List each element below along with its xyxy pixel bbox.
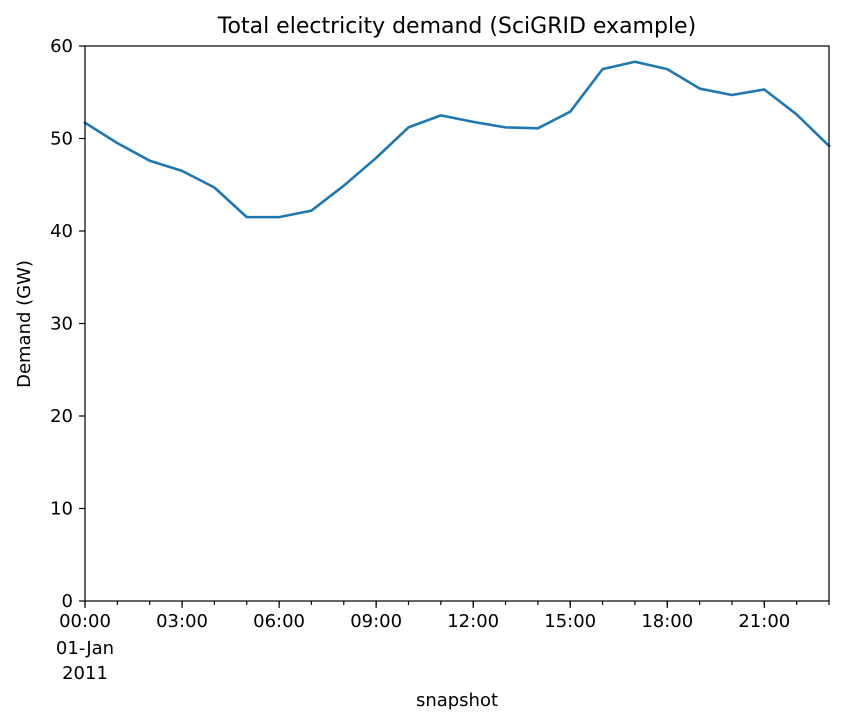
y-tick-label: 0 bbox=[62, 591, 73, 612]
x-tick-label: 12:00 bbox=[447, 611, 499, 632]
y-tick-label: 60 bbox=[50, 36, 73, 57]
y-tick-label: 10 bbox=[50, 499, 73, 520]
x-tick-label: 15:00 bbox=[544, 611, 596, 632]
y-tick-label: 40 bbox=[50, 221, 73, 242]
y-tick-label: 30 bbox=[50, 314, 73, 335]
y-axis-label: Demand (GW) bbox=[14, 260, 35, 388]
y-tick-label: 20 bbox=[50, 406, 73, 427]
y-tick-label: 50 bbox=[50, 129, 73, 150]
x-tick-label: 00:00 bbox=[59, 611, 111, 632]
series-layer bbox=[83, 60, 831, 219]
y-axis-ticks: 0 10 20 30 40 50 60 bbox=[50, 36, 85, 612]
x-tick-label: 09:00 bbox=[350, 611, 402, 632]
x-tick-label: 06:00 bbox=[253, 611, 305, 632]
x-axis-ticks: 00:00 01-Jan 2011 03:00 06:00 09:00 12:00 15:00… bbox=[56, 601, 830, 684]
x-tick-label: 21:00 bbox=[738, 611, 790, 632]
chart-title: Total electricity demand (SciGRID exampl… bbox=[217, 14, 696, 39]
x-tick-label: 03:00 bbox=[156, 611, 208, 632]
x-tick-label: 18:00 bbox=[641, 611, 693, 632]
x-tick-sublabel: 2011 bbox=[62, 663, 108, 684]
plot-frame bbox=[84, 45, 830, 602]
demand-series-line bbox=[83, 60, 831, 219]
x-axis-label: snapshot bbox=[416, 690, 498, 711]
x-tick-sublabel: 01-Jan bbox=[56, 638, 114, 659]
